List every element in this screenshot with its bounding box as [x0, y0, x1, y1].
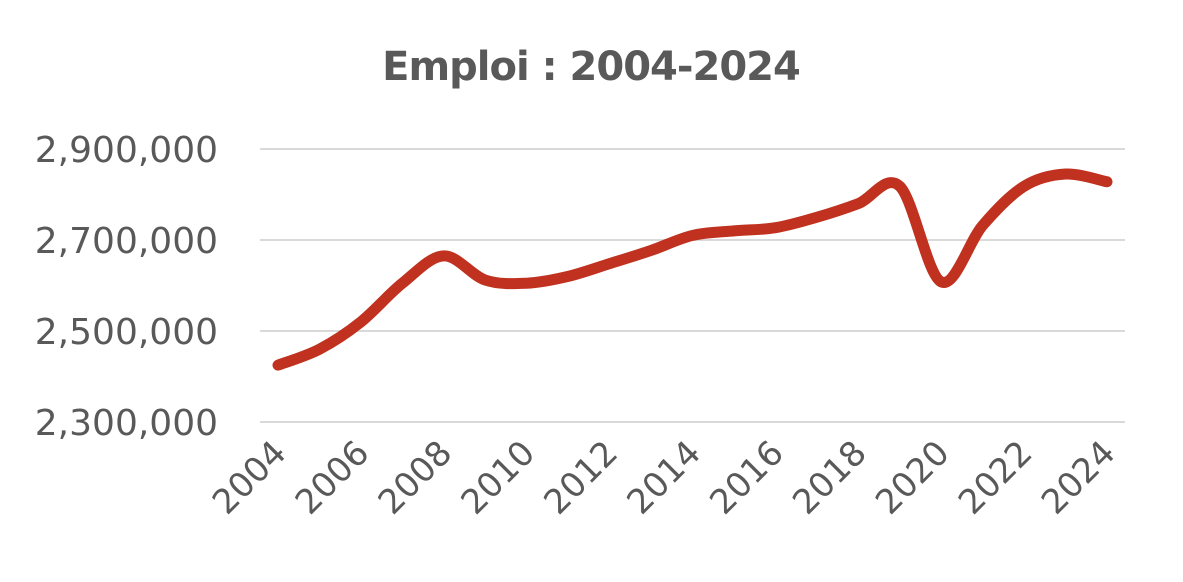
x-tick-label: 2008: [371, 433, 460, 522]
x-tick-label: 2010: [454, 433, 543, 522]
y-tick-label: 2,900,000: [35, 130, 218, 171]
x-tick-label: 2006: [288, 433, 377, 522]
x-axis-ticks: 2004200620082010201220142016201820202022…: [205, 433, 1123, 522]
x-tick-label: 2022: [951, 433, 1040, 522]
x-tick-label: 2018: [785, 433, 874, 522]
y-tick-label: 2,700,000: [35, 221, 218, 262]
x-tick-label: 2020: [868, 433, 957, 522]
grid-lines: [260, 148, 1125, 423]
x-tick-label: 2004: [205, 433, 294, 522]
x-tick-label: 2016: [702, 433, 791, 522]
x-tick-label: 2012: [536, 433, 625, 522]
chart-title: Emploi : 2004-2024: [382, 44, 800, 90]
y-tick-label: 2,500,000: [35, 312, 218, 353]
series-line: [272, 168, 1113, 371]
y-tick-label: 2,300,000: [35, 403, 218, 444]
x-tick-label: 2014: [619, 433, 708, 522]
y-axis-ticks: 2,300,000 2,500,000 2,700,000 2,900,000: [35, 130, 218, 444]
series-layer: [272, 168, 1113, 371]
x-tick-label: 2024: [1034, 433, 1123, 522]
